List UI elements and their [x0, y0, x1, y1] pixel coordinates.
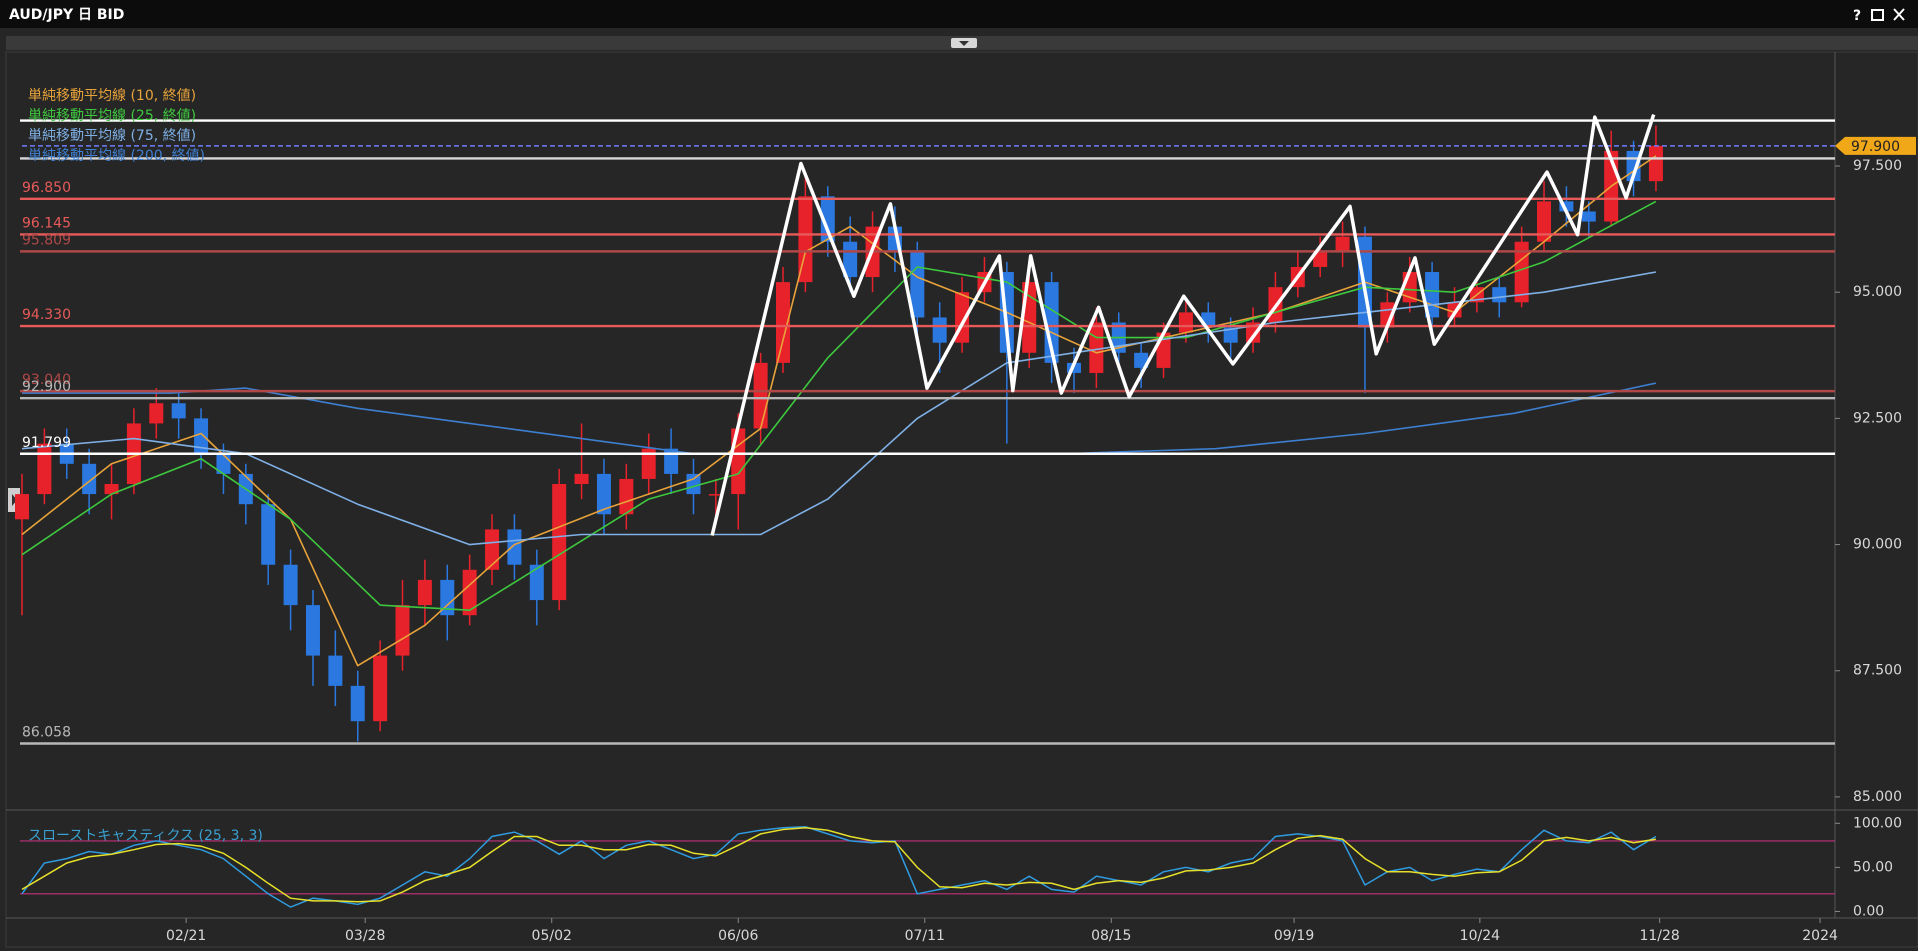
candle-body: [1537, 201, 1552, 242]
y-tick-label: 100.00: [1853, 815, 1902, 831]
handle-arrow: [12, 494, 17, 506]
level-label: 91.799: [22, 435, 71, 451]
candle-body: [574, 473, 589, 484]
level-label: 96.145: [22, 215, 71, 231]
x-tick-label: 06/06: [718, 928, 758, 944]
frame: [5, 51, 1918, 948]
help-button[interactable]: ?: [1853, 8, 1861, 24]
legend-entry: 単純移動平均線 (10, 終値): [28, 88, 196, 104]
candle-body: [305, 605, 320, 656]
current-price-tag: [1835, 136, 1916, 155]
candle-body: [1044, 282, 1059, 363]
candle-body: [485, 529, 500, 570]
candle-body: [373, 655, 388, 722]
level-label: 86.058: [22, 725, 71, 741]
candle-body: [350, 685, 365, 722]
candle-body: [440, 579, 455, 616]
candle-body: [507, 529, 522, 565]
candle-body: [664, 448, 679, 474]
candle-body: [820, 196, 835, 242]
y-tick-label: 97.500: [1853, 158, 1902, 174]
y-tick-label: 92.500: [1853, 410, 1902, 426]
level-label: 96.850: [22, 180, 71, 196]
candle-body: [328, 655, 343, 686]
candle-body: [1559, 201, 1574, 212]
candle-body: [417, 579, 432, 606]
candle-body: [1313, 251, 1328, 267]
maximize-button[interactable]: [1871, 9, 1884, 21]
candle-body: [641, 448, 656, 479]
indicator-title: スローストキャスティクス (25, 3, 3): [28, 828, 263, 844]
y-tick-label: 87.500: [1853, 663, 1902, 679]
y-tick-label: 50.00: [1853, 859, 1893, 875]
stochastic-pane: 0.00 50.00 100.00 スローストキャスティクス (25, 3, 3) 02…: [20, 815, 1902, 944]
candle-body: [1492, 287, 1507, 303]
moving-average: [21, 155, 1657, 667]
candle-body: [171, 403, 186, 419]
toggle-arrow: [959, 41, 969, 46]
candle-body: [283, 564, 298, 606]
stochastic-line: [21, 826, 1657, 903]
zigzag-line: [710, 114, 1656, 536]
y-tick-label: 0.00: [1853, 903, 1884, 919]
x-tick-label: 11/28: [1639, 928, 1679, 944]
candle-body: [776, 282, 791, 363]
candle-body: [753, 362, 768, 429]
title-bar: [0, 0, 1918, 28]
legend-entry: 単純移動平均線 (25, 終値): [28, 108, 196, 124]
y-tick-label: 95.000: [1853, 284, 1902, 300]
x-tick-label: 02/21: [166, 928, 206, 944]
candle-body: [1335, 236, 1350, 252]
candle-body: [37, 443, 52, 495]
legend-entry: 単純移動平均線 (200, 終値): [28, 148, 205, 164]
candle-body: [1134, 352, 1149, 368]
current-price-label: 97.900: [1851, 139, 1900, 155]
x-tick-label: 03/28: [345, 928, 385, 944]
candle-body: [194, 418, 209, 454]
candle-body: [1581, 211, 1596, 222]
candle-body: [1178, 312, 1193, 333]
x-tick-label: 05/02: [532, 928, 572, 944]
candle-body: [619, 478, 634, 515]
x-tick-label: 09/19: [1274, 928, 1314, 944]
candle-body: [104, 483, 119, 495]
candle-body: [1223, 327, 1238, 343]
candle-body: [1246, 322, 1261, 343]
level-label: 94.330: [22, 307, 71, 323]
candle-body: [395, 605, 410, 656]
x-tick-label: 08/15: [1091, 928, 1131, 944]
x-tick-label: 2024: [1802, 928, 1838, 944]
candle-body: [552, 483, 567, 601]
candle-body: [462, 569, 477, 616]
candle-body: [708, 494, 723, 496]
candle-body: [529, 564, 544, 601]
candle-body: [798, 196, 813, 283]
close-button[interactable]: [1893, 8, 1905, 21]
candle-body: [15, 494, 29, 520]
level-label: 95.809: [22, 232, 71, 248]
candle-body: [261, 504, 276, 565]
candle-body: [596, 473, 611, 515]
candle-body: [82, 463, 97, 495]
candle-body: [731, 428, 746, 495]
candle-body: [1089, 322, 1104, 373]
candle-body: [1648, 145, 1663, 182]
y-tick-label: 85.000: [1853, 789, 1902, 805]
price-pane: 85.000 87.500 90.000 92.500 95.000 97.500 96.8…: [15, 88, 1916, 805]
candle-body: [149, 403, 164, 424]
stochastic-line: [21, 826, 1657, 908]
candle-body: [932, 317, 947, 343]
y-tick-label: 90.000: [1853, 537, 1902, 553]
legend-entry: 単純移動平均線 (75, 終値): [28, 128, 196, 144]
window-title: AUD/JPY 日 BID: [9, 7, 124, 23]
level-label: 93.040: [22, 372, 71, 388]
level-label: 92.900: [22, 379, 71, 395]
candle-body: [686, 473, 701, 495]
x-tick-label: 07/11: [905, 928, 945, 944]
x-tick-label: 10/24: [1460, 928, 1500, 944]
